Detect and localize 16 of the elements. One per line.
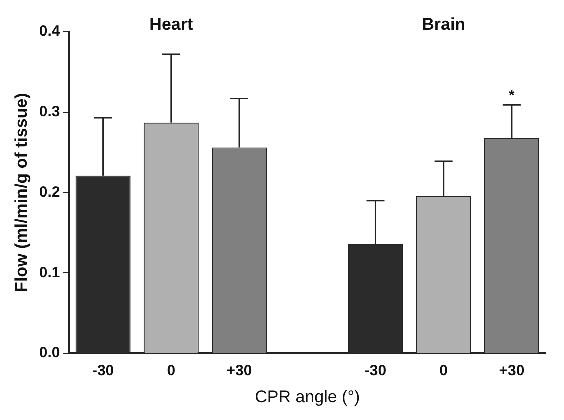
annotation: Brain bbox=[422, 15, 466, 34]
y-tick-label: 0.1 bbox=[39, 264, 60, 282]
x-tick-label: 0 bbox=[167, 362, 176, 380]
y-axis-title: Flow (ml/min/g of tissue) bbox=[12, 93, 31, 292]
y-tick-label: 0.4 bbox=[39, 23, 61, 40]
y-tick-label: 0.2 bbox=[39, 184, 60, 201]
y-tick-label: 0.0 bbox=[39, 344, 60, 362]
annotation: * bbox=[509, 87, 516, 104]
annotation: Heart bbox=[150, 15, 194, 34]
x-tick-label: -30 bbox=[92, 362, 114, 380]
x-axis-title: CPR angle (°) bbox=[255, 387, 360, 406]
x-tick-label: 0 bbox=[440, 362, 448, 380]
x-tick-label: -30 bbox=[364, 362, 387, 380]
y-tick-label: 0.3 bbox=[39, 104, 60, 121]
x-tick-label: +30 bbox=[226, 362, 252, 380]
x-tick-label: +30 bbox=[499, 362, 525, 380]
